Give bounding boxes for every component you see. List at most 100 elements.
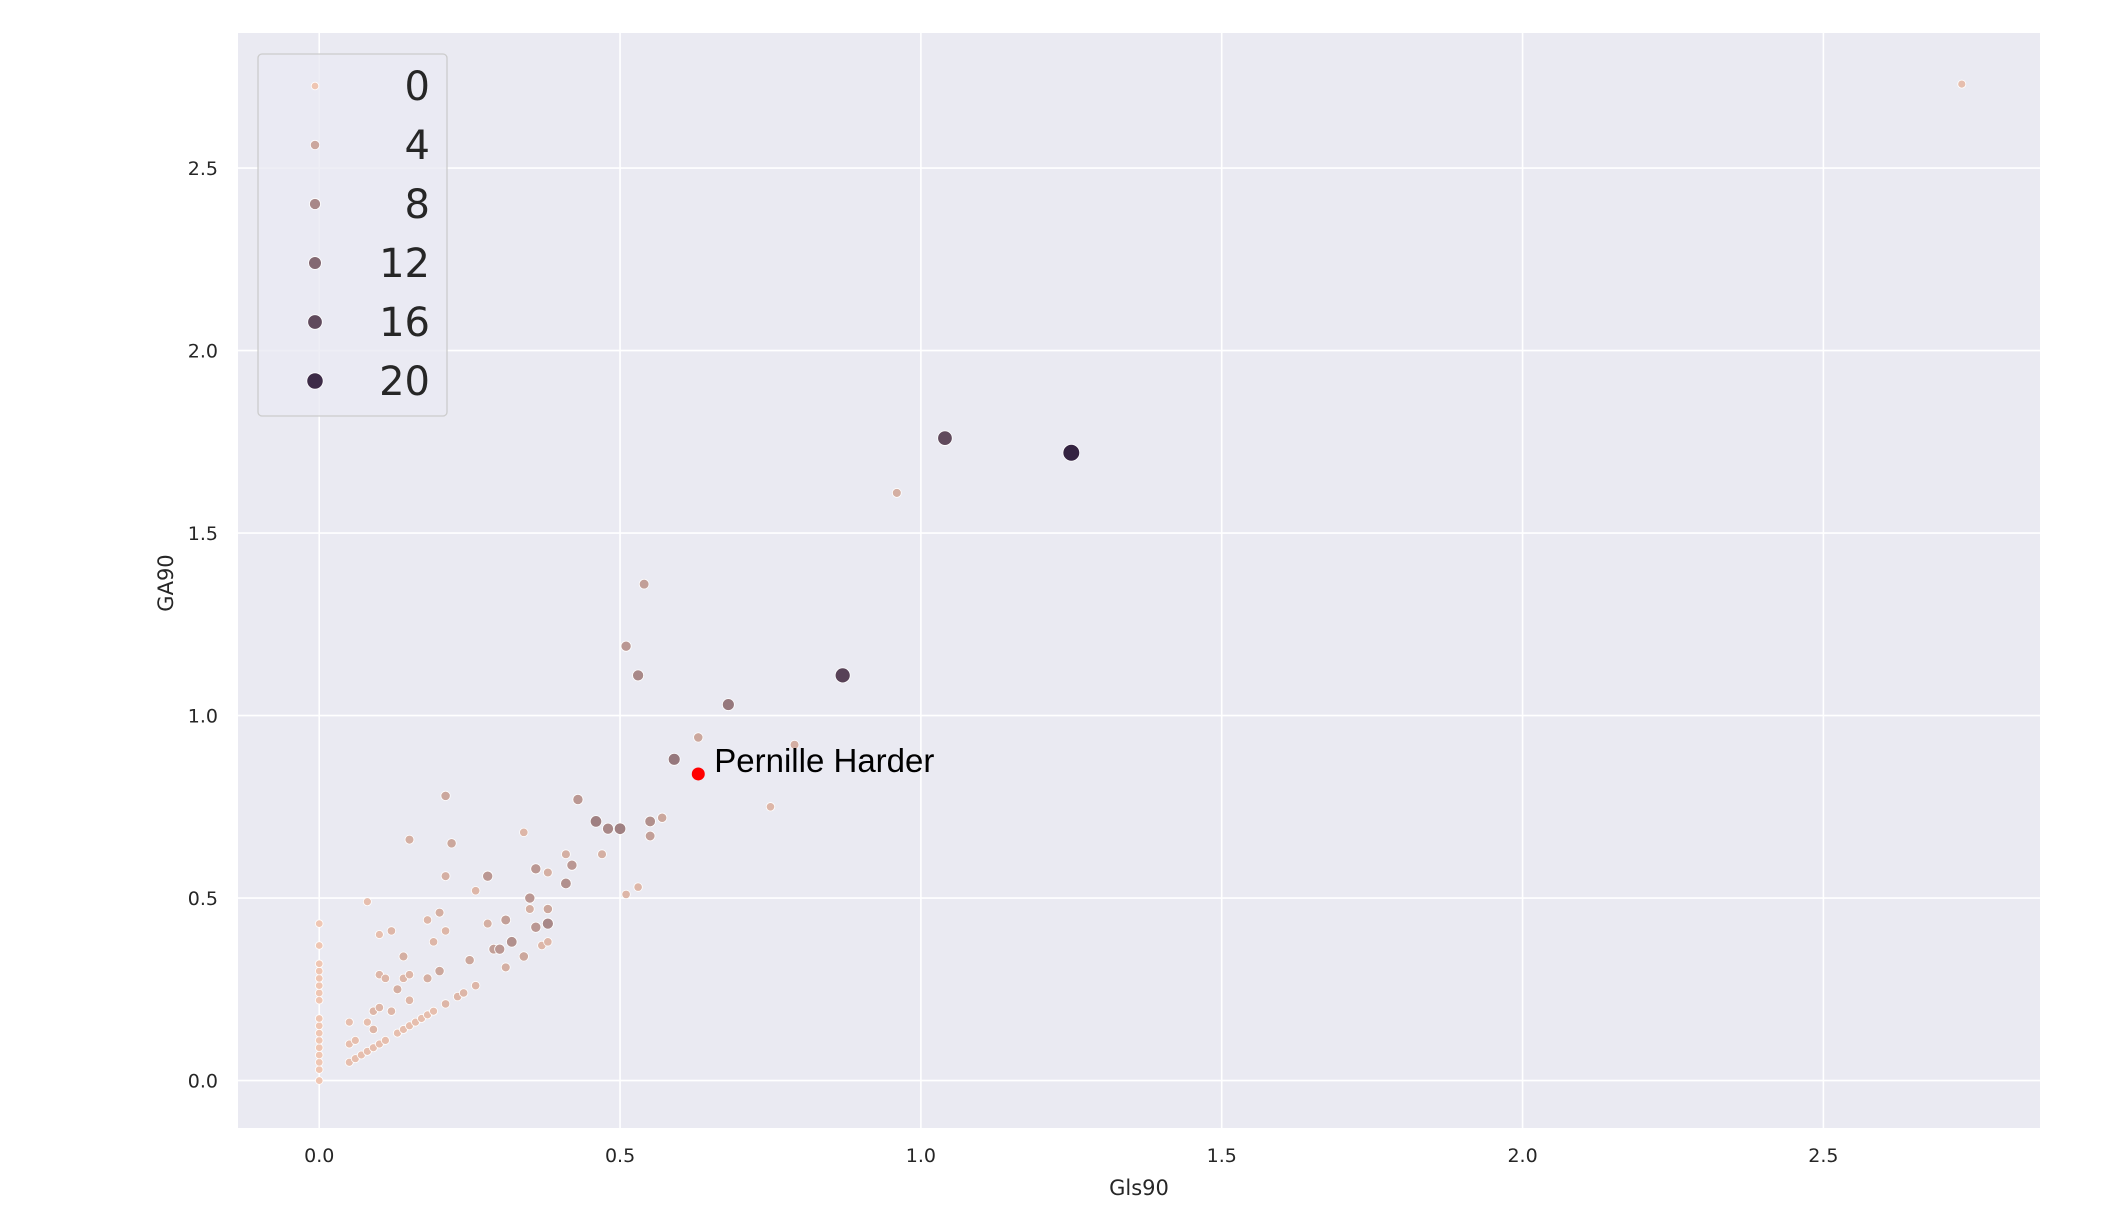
data-point <box>315 981 324 990</box>
data-point <box>315 1058 324 1067</box>
data-point <box>315 1036 324 1045</box>
legend-label: 20 <box>379 359 430 405</box>
legend-label: 8 <box>405 182 430 228</box>
legend: 0 4 8 12 16 20 <box>257 53 448 417</box>
data-point <box>315 1050 324 1060</box>
data-point <box>482 918 493 929</box>
data-point <box>315 966 324 976</box>
data-point <box>589 815 603 828</box>
data-point <box>506 936 518 948</box>
y-tick-label: 2.5 <box>188 158 218 180</box>
data-point <box>500 962 511 973</box>
data-point <box>471 981 481 991</box>
legend-label: 0 <box>405 64 430 110</box>
data-point <box>530 921 542 933</box>
data-point <box>404 995 415 1005</box>
data-point <box>543 937 553 947</box>
legend-marker <box>308 256 322 270</box>
data-point <box>315 919 324 928</box>
legend-marker <box>306 372 324 390</box>
grid-lines <box>238 33 2040 1128</box>
highlighted-player: Pernille Harder <box>691 742 934 781</box>
x-tick-label: 0.0 <box>304 1145 334 1167</box>
data-point <box>541 917 554 930</box>
data-point <box>404 834 415 845</box>
data-point <box>518 951 529 962</box>
data-point <box>380 1035 390 1045</box>
data-point <box>362 897 372 907</box>
data-point <box>613 822 627 835</box>
legend-frame <box>257 53 448 417</box>
data-point <box>542 903 553 915</box>
data-point <box>524 892 536 904</box>
data-point <box>524 904 535 914</box>
data-point <box>560 877 572 890</box>
data-point <box>644 815 656 828</box>
legend-label: 4 <box>405 123 430 169</box>
y-tick-label: 0.5 <box>188 888 218 910</box>
data-point <box>561 849 571 860</box>
data-point <box>789 739 800 750</box>
highlight-label: Pernille Harder <box>714 742 934 779</box>
data-point <box>315 974 324 983</box>
data-point <box>374 1002 385 1013</box>
data-point <box>458 988 469 998</box>
data-points <box>315 79 1967 1085</box>
data-point <box>937 430 953 446</box>
data-point <box>1957 79 1967 89</box>
data-point <box>422 915 433 925</box>
data-point <box>765 802 776 812</box>
data-point <box>368 1024 379 1035</box>
y-tick-labels: 0.0 0.5 1.0 1.5 2.0 2.5 <box>188 158 218 1093</box>
data-point <box>621 889 631 900</box>
data-point <box>597 849 607 860</box>
data-point <box>315 1076 324 1085</box>
data-point <box>1062 443 1081 462</box>
x-tick-label: 1.5 <box>1207 1145 1237 1167</box>
data-point <box>632 669 645 682</box>
data-point <box>362 1017 372 1027</box>
data-point <box>693 732 704 743</box>
data-point <box>566 859 578 871</box>
data-point <box>404 970 415 980</box>
data-point <box>440 999 451 1009</box>
data-point <box>464 955 475 966</box>
data-point <box>471 886 481 896</box>
data-point <box>500 914 512 926</box>
data-point <box>315 1043 324 1052</box>
data-point <box>482 870 494 882</box>
data-point <box>446 838 457 849</box>
data-point <box>315 1021 324 1031</box>
data-point <box>543 867 553 878</box>
x-tick-label: 2.5 <box>1808 1145 1838 1167</box>
data-point <box>386 1006 397 1016</box>
data-point <box>386 926 397 936</box>
legend-marker <box>310 81 320 91</box>
data-point <box>638 578 650 590</box>
data-point <box>519 827 529 837</box>
data-point <box>440 926 451 936</box>
y-tick-label: 0.0 <box>188 1071 218 1093</box>
data-point <box>602 822 614 835</box>
data-point <box>644 830 656 842</box>
data-point <box>434 907 445 918</box>
legend-label: 16 <box>379 300 430 346</box>
legend-marker <box>307 314 323 330</box>
data-point <box>350 1035 360 1045</box>
data-point <box>422 973 433 984</box>
y-tick-label: 1.0 <box>188 706 218 728</box>
data-point <box>315 941 324 950</box>
data-point <box>344 1017 354 1027</box>
data-point <box>667 752 681 766</box>
data-point <box>572 793 584 806</box>
legend-marker <box>309 139 321 151</box>
y-tick-label: 2.0 <box>188 341 218 363</box>
data-point <box>315 988 324 998</box>
data-point <box>398 951 409 962</box>
data-point <box>429 1006 438 1016</box>
data-point <box>315 1065 324 1074</box>
data-point <box>633 882 643 892</box>
x-tick-label: 1.0 <box>906 1145 936 1167</box>
legend-marker <box>309 198 321 210</box>
